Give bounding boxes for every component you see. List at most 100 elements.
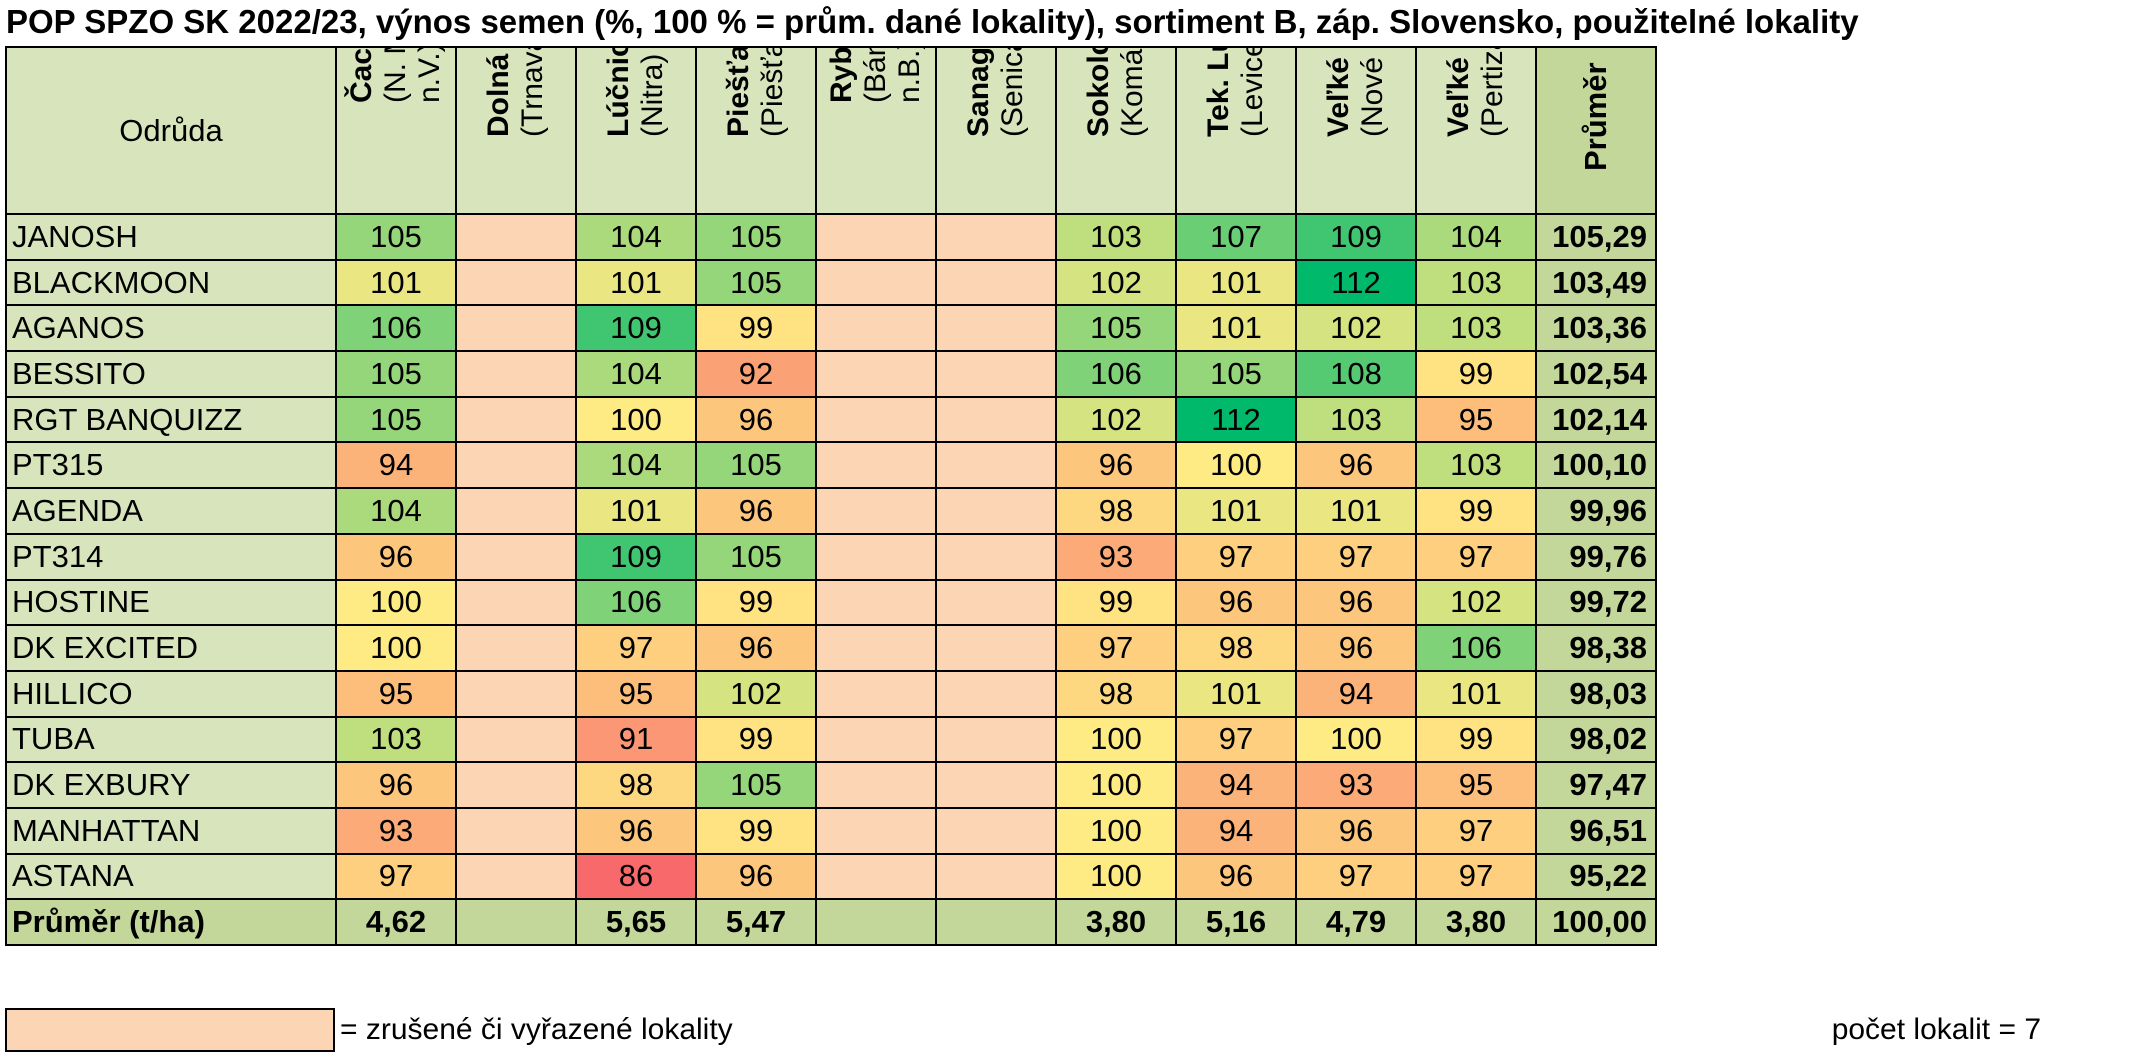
yield-cell: 96 — [335, 532, 457, 581]
yield-cell: 103 — [1415, 441, 1537, 490]
table-row: JANOSH 105 104 105 103 107 109 104 105,29 — [5, 213, 1657, 261]
yield-cell — [935, 304, 1057, 353]
yield-cell — [455, 761, 577, 809]
average-tha-row: Průměr (t/ha) 4,62 5,65 5,47 3,80 5,16 4,79 3,8… — [5, 898, 1657, 946]
yield-cell: 105 — [695, 441, 817, 490]
location-average-tha: 4,79 — [1295, 898, 1417, 946]
yield-cell: 109 — [575, 532, 697, 581]
yield-cell: 105 — [695, 258, 817, 307]
location-subtitle: (N. Mesto — [379, 49, 413, 103]
yield-cell — [815, 258, 937, 307]
location-average-tha — [815, 898, 937, 946]
yield-cell: 96 — [1295, 578, 1417, 627]
location-subtitle: (Piešťany) — [756, 47, 789, 137]
location-average-tha: 5,47 — [695, 898, 817, 946]
yield-cell — [935, 806, 1057, 855]
variety-name: JANOSH — [5, 213, 337, 261]
location-label: Sanagro (Senica) — [962, 47, 1030, 137]
location-name: Tek. Lužany — [1202, 47, 1235, 137]
yield-cell: 101 — [335, 258, 457, 307]
yield-cell: 99 — [1415, 487, 1537, 535]
header-location: Veľké Lovce(Nové Zámky) — [1295, 46, 1417, 215]
variety-name: ASTANA — [5, 852, 337, 901]
yield-cell: 104 — [1415, 213, 1537, 261]
yield-cell — [935, 487, 1057, 535]
location-average-tha: 5,65 — [575, 898, 697, 946]
yield-cell: 91 — [575, 715, 697, 764]
yield-cell — [815, 532, 937, 581]
table-row: DK EXCITED 100 97 96 97 98 96 106 98,38 — [5, 624, 1657, 672]
yield-cell: 96 — [1175, 852, 1297, 901]
yield-cell — [815, 350, 937, 398]
location-label: Čachtice(N. Meston.V.) — [345, 49, 447, 103]
location-average-tha: 3,80 — [1415, 898, 1537, 946]
yield-cell — [455, 578, 577, 627]
yield-cell — [455, 487, 577, 535]
header-location: Lúčnica n. Ž.(Nitra) — [575, 46, 697, 215]
table-row: DK EXBURY 96 98 105 100 94 93 95 97,47 — [5, 761, 1657, 809]
location-average-tha: 3,80 — [1055, 898, 1177, 946]
yield-cell: 103 — [1415, 258, 1537, 307]
table-row: BESSITO 105 104 92 106 105 108 99 102,54 — [5, 350, 1657, 398]
yield-cell: 102 — [695, 669, 817, 718]
yield-cell: 107 — [1175, 213, 1297, 261]
yield-cell: 101 — [575, 487, 697, 535]
yield-cell: 97 — [335, 852, 457, 901]
yield-cell: 105 — [1055, 304, 1177, 353]
yield-cell — [935, 578, 1057, 627]
variety-average: 103,36 — [1535, 304, 1657, 353]
location-subtitle: (Pertizánske) — [1476, 47, 1509, 137]
header-average: Průměr — [1535, 46, 1657, 215]
yield-cell: 101 — [1295, 487, 1417, 535]
location-name: Sanagro — [962, 47, 995, 137]
variety-name: RGT BANQUIZZ — [5, 395, 337, 444]
yield-cell: 96 — [575, 806, 697, 855]
yield-cell: 112 — [1175, 395, 1297, 444]
yield-cell: 103 — [1055, 213, 1177, 261]
yield-cell: 100 — [335, 578, 457, 627]
yield-cell: 103 — [1415, 304, 1537, 353]
location-count-value: 7 — [2024, 1013, 2041, 1046]
yield-cell: 102 — [1295, 304, 1417, 353]
yield-cell: 101 — [575, 258, 697, 307]
location-name: Lúčnica n. Ž. — [602, 49, 636, 137]
header-row: OdrůdaČachtice(N. Meston.V.)Dolná Krúpa(… — [5, 46, 1657, 215]
yield-cell: 96 — [1295, 806, 1417, 855]
yield-cell — [815, 852, 937, 901]
yield-cell: 102 — [1415, 578, 1537, 627]
yield-cell: 95 — [575, 669, 697, 718]
yield-cell: 94 — [1295, 669, 1417, 718]
yield-cell: 98 — [575, 761, 697, 809]
yield-cell: 98 — [1175, 624, 1297, 672]
yield-cell: 100 — [335, 624, 457, 672]
location-subtitle: (Levice) — [1236, 47, 1269, 137]
yield-cell: 96 — [695, 395, 817, 444]
variety-name: HILLICO — [5, 669, 337, 718]
yield-cell: 108 — [1295, 350, 1417, 398]
header-location: Rybany(Bánovcen.B.) — [815, 46, 937, 215]
variety-name: PT315 — [5, 441, 337, 490]
yield-cell — [935, 258, 1057, 307]
yield-cell — [455, 258, 577, 307]
yield-cell: 104 — [575, 441, 697, 490]
yield-cell: 95 — [1415, 395, 1537, 444]
location-label: Veľké Lovce(Nové Zámky) — [1322, 47, 1390, 137]
variety-name: HOSTINE — [5, 578, 337, 627]
yield-cell: 97 — [1415, 532, 1537, 581]
variety-average: 98,38 — [1535, 624, 1657, 672]
yield-cell — [455, 213, 577, 261]
yield-cell: 99 — [695, 304, 817, 353]
table-row: HOSTINE 100 106 99 99 96 96 102 99,72 — [5, 578, 1657, 627]
variety-average: 105,29 — [1535, 213, 1657, 261]
header-location: Sanagro (Senica) — [935, 46, 1057, 215]
location-name: Veľké Lovce — [1322, 47, 1355, 137]
yield-cell: 100 — [1055, 806, 1177, 855]
variety-average: 102,54 — [1535, 350, 1657, 398]
location-subtitle: (Nové Zámky) — [1356, 49, 1390, 137]
yield-cell: 97 — [575, 624, 697, 672]
yield-cell — [455, 624, 577, 672]
yield-cell: 105 — [1175, 350, 1297, 398]
yield-cell: 100 — [1175, 441, 1297, 490]
yield-cell — [455, 715, 577, 764]
location-subtitle: (Komárno) — [1116, 47, 1149, 137]
